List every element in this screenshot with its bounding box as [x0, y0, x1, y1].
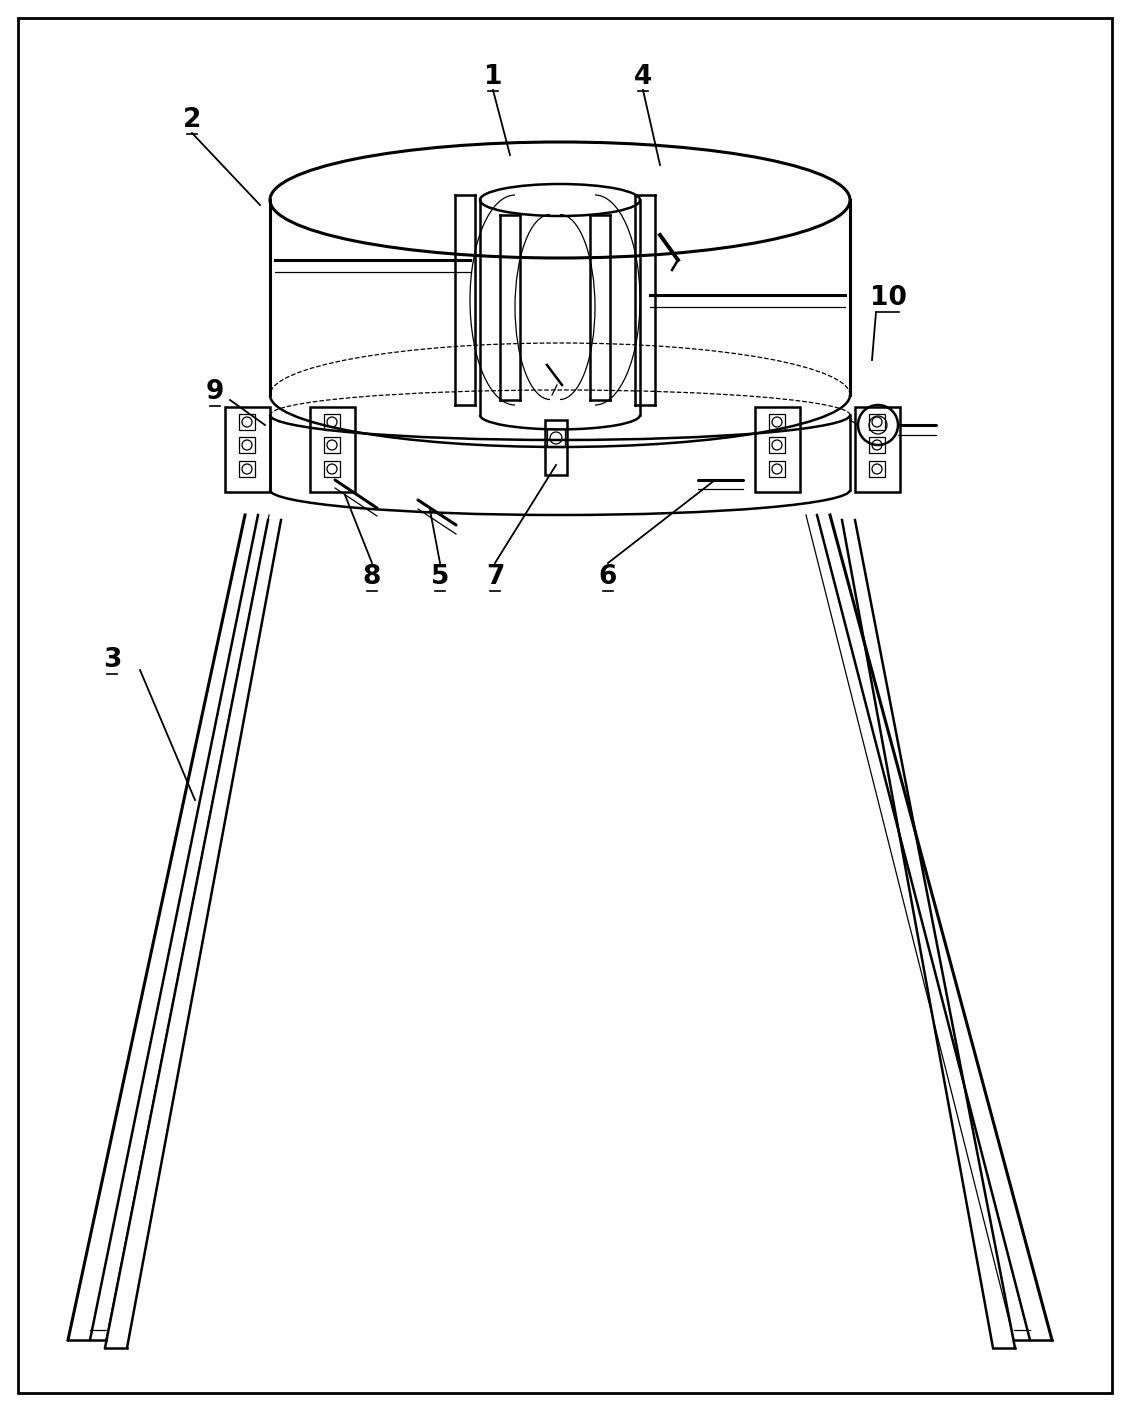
Bar [547, 429, 565, 447]
Bar [869, 437, 885, 453]
Bar [869, 413, 885, 430]
Bar [324, 437, 340, 453]
Text: 7: 7 [486, 564, 504, 590]
Bar [240, 437, 255, 453]
Text: 5: 5 [431, 564, 450, 590]
Text: 2: 2 [183, 107, 201, 133]
Text: 4: 4 [634, 63, 652, 90]
Text: 1: 1 [484, 63, 502, 90]
Text: 10: 10 [870, 285, 906, 310]
Bar [240, 413, 255, 430]
Bar [770, 437, 785, 453]
Bar [324, 413, 340, 430]
Bar [770, 461, 785, 477]
Bar [240, 461, 255, 477]
Text: 3: 3 [103, 648, 121, 673]
Bar [869, 461, 885, 477]
Text: 8: 8 [363, 564, 381, 590]
Text: 6: 6 [599, 564, 617, 590]
Bar [324, 461, 340, 477]
Bar [770, 413, 785, 430]
Text: 9: 9 [206, 380, 224, 405]
